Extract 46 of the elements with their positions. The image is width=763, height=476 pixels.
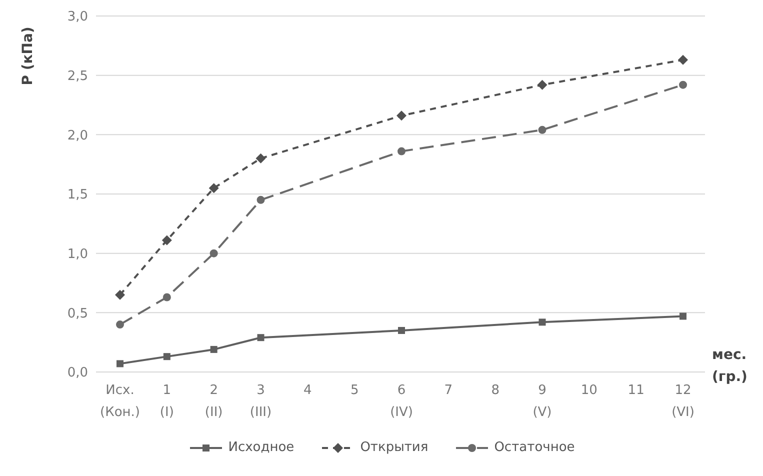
y-tick-label: 1,0 — [67, 246, 88, 262]
x-tick-label: 9 (V) — [532, 383, 552, 420]
y-axis-title: P (кПа) — [20, 26, 36, 86]
point — [256, 196, 265, 204]
point — [162, 235, 172, 246]
point — [680, 312, 686, 320]
x-tick-label: 1 (I) — [160, 383, 174, 420]
legend-label: Исходное — [228, 440, 294, 455]
point — [116, 360, 124, 368]
point — [538, 126, 546, 134]
y-tick-label: 2,0 — [67, 128, 88, 144]
point — [115, 290, 125, 300]
y-tick-label: 0,5 — [67, 306, 88, 322]
x-tick-label: 3 (III) — [250, 383, 272, 420]
point — [398, 147, 406, 156]
point — [257, 334, 264, 342]
point — [208, 183, 219, 194]
point — [210, 249, 218, 258]
y-tick-label: 2,5 — [67, 68, 88, 84]
x-tick-label: 6 (IV) — [390, 383, 413, 420]
point — [678, 54, 688, 65]
point — [537, 80, 548, 90]
point — [162, 293, 171, 302]
y-tick-label: 1,5 — [67, 188, 88, 203]
x-tick-label: 10 — [580, 383, 598, 398]
point — [679, 80, 687, 89]
point — [163, 353, 170, 360]
x-tick-label: Исх. (Кон.) — [100, 383, 140, 420]
x-tick-label: 12 (VI) — [672, 383, 694, 420]
point — [116, 320, 124, 329]
point — [538, 318, 546, 326]
y-tick-label: 3,0 — [67, 10, 88, 25]
point — [396, 110, 406, 121]
x-axis-title: мес. (гр.) — [712, 347, 748, 385]
point — [398, 326, 405, 334]
legend-label: Остаточное — [494, 440, 575, 455]
x-tick-label: 2 (II) — [204, 383, 223, 420]
x-tick-label: 8 — [491, 383, 500, 398]
x-tick-label: 7 — [444, 383, 453, 398]
x-tick-label: 11 — [628, 383, 644, 398]
y-tick-label: 0,0 — [67, 366, 88, 381]
x-tick-label: 5 — [350, 383, 359, 398]
x-tick-label: 4 — [304, 383, 312, 398]
point — [210, 346, 218, 353]
legend-label: Открытия — [360, 440, 428, 455]
point — [256, 153, 266, 164]
